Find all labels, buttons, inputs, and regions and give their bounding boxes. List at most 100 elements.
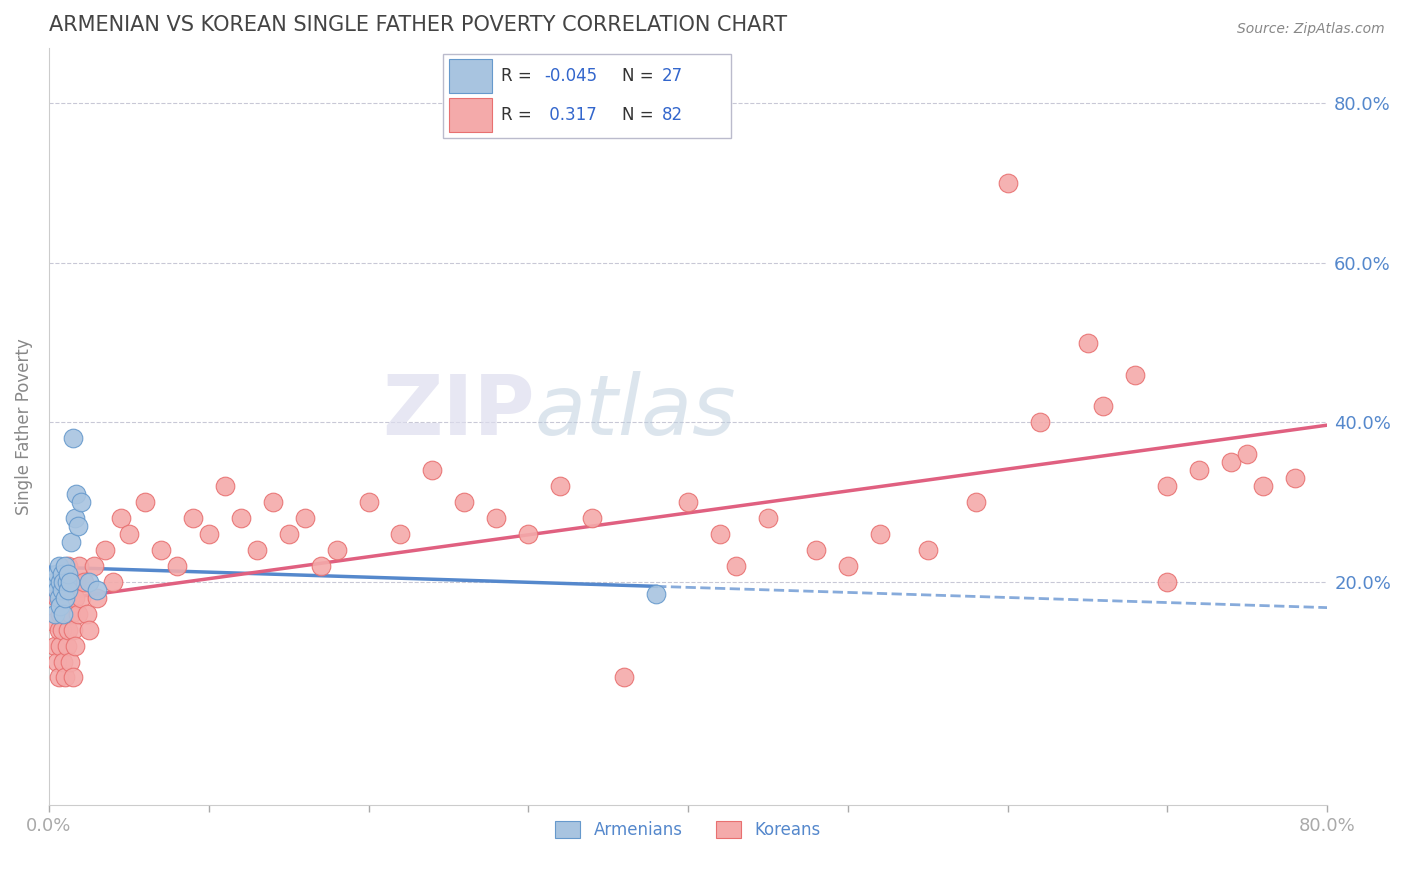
Point [63,639,86,653]
Point [246,542,269,557]
Point [56,566,79,581]
Point [309,558,332,573]
Point [197,527,219,541]
Point [56,582,79,597]
Point [724,558,747,573]
Point [46,591,69,605]
Text: 27: 27 [662,67,683,85]
Text: N =: N = [621,67,658,85]
Point [73,574,96,589]
Point [548,479,571,493]
Point [581,511,603,525]
Text: atlas: atlas [534,371,737,451]
Point [134,495,156,509]
Point [55,639,77,653]
Point [48,591,70,605]
Point [1092,400,1115,414]
Point [62,431,84,445]
Point [110,511,132,525]
Text: R =: R = [501,67,537,85]
FancyBboxPatch shape [449,98,492,132]
Point [55,591,77,605]
Point [70,495,93,509]
Point [325,542,347,557]
Point [52,607,75,621]
Point [229,511,252,525]
Text: 0.317: 0.317 [544,106,596,124]
Point [46,655,69,669]
Point [1251,479,1274,493]
Point [1125,368,1147,382]
Y-axis label: Single Father Poverty: Single Father Poverty [15,338,32,515]
Text: R =: R = [501,106,537,124]
Point [1028,415,1050,429]
Point [65,574,87,589]
Text: Source: ZipAtlas.com: Source: ZipAtlas.com [1237,22,1385,37]
Point [389,527,412,541]
Point [214,479,236,493]
Point [277,527,299,541]
Point [118,527,141,541]
Point [46,566,69,581]
Point [48,558,70,573]
Text: 82: 82 [662,106,683,124]
Point [1284,471,1306,485]
Text: ARMENIAN VS KOREAN SINGLE FATHER POVERTY CORRELATION CHART: ARMENIAN VS KOREAN SINGLE FATHER POVERTY… [49,15,787,35]
Point [262,495,284,509]
Point [357,495,380,509]
Point [613,670,636,684]
Point [52,574,75,589]
Point [294,511,316,525]
Text: ZIP: ZIP [382,371,534,451]
Point [51,582,73,597]
Point [76,607,98,621]
Point [46,582,69,597]
Point [60,574,83,589]
Point [56,623,79,637]
Point [67,558,90,573]
Point [59,655,82,669]
Point [453,495,475,509]
Point [70,591,93,605]
Text: N =: N = [621,106,658,124]
Point [645,587,668,601]
Point [997,176,1019,190]
Point [101,574,124,589]
Point [44,607,66,621]
Point [52,574,75,589]
Point [51,623,73,637]
Point [62,623,84,637]
Point [63,511,86,525]
Point [804,542,827,557]
Point [65,487,87,501]
Point [1236,447,1258,461]
Point [66,519,89,533]
Point [55,574,77,589]
Point [709,527,731,541]
Point [181,511,204,525]
Point [77,574,100,589]
Point [77,623,100,637]
Point [53,607,76,621]
Point [485,511,508,525]
Point [166,558,188,573]
Point [42,574,65,589]
Point [53,670,76,684]
Point [965,495,987,509]
Point [1156,574,1178,589]
Point [917,542,939,557]
Point [1156,479,1178,493]
FancyBboxPatch shape [443,54,731,138]
Point [83,558,105,573]
Point [51,566,73,581]
Point [48,670,70,684]
Point [42,615,65,629]
Point [59,591,82,605]
Point [49,599,72,613]
Point [869,527,891,541]
Point [66,607,89,621]
Point [52,655,75,669]
Point [51,591,73,605]
Point [56,558,79,573]
Legend: Armenians, Koreans: Armenians, Koreans [548,814,827,846]
